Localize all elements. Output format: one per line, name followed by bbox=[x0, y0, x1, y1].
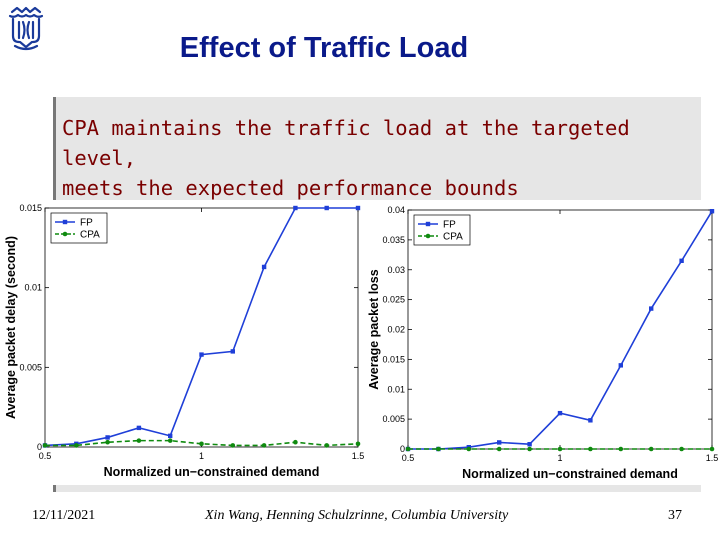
data-point-cpa bbox=[496, 446, 502, 452]
legend-label-fp: FP bbox=[80, 218, 93, 229]
y-tick-label: 0.03 bbox=[387, 265, 405, 275]
x-tick-label: 1 bbox=[199, 451, 204, 461]
slide-title: Effect of Traffic Load bbox=[179, 32, 469, 64]
delay-chart: 0 0.005 0.01 0.015 0.5 1 1.5 Normalized un−cons… bbox=[0, 200, 368, 485]
data-point-fp bbox=[709, 208, 715, 214]
legend-label-cpa: CPA bbox=[443, 232, 463, 243]
y-tick-label: 0.005 bbox=[19, 362, 42, 372]
data-point-fp bbox=[293, 205, 298, 211]
data-point-cpa bbox=[588, 446, 593, 452]
legend-marker-fp bbox=[62, 219, 68, 225]
data-point-fp bbox=[261, 264, 267, 270]
y-tick-label: 0.005 bbox=[382, 414, 405, 424]
slide-subtitle: CPA maintains the traffic load at the ta… bbox=[62, 113, 702, 203]
data-point-cpa bbox=[709, 446, 715, 452]
x-axis-label: Normalized un−constrained demand bbox=[104, 465, 320, 479]
data-point-cpa bbox=[42, 443, 48, 448]
y-tick-label: 0.02 bbox=[387, 325, 405, 335]
data-point-fp bbox=[527, 442, 532, 447]
data-point-fp bbox=[649, 306, 654, 311]
loss-chart: 0 0.005 0.01 0.015 0.02 0.025 0.03 0.035 0.04 0.5… bbox=[364, 200, 720, 485]
delay-chart-svg: 0 0.005 0.01 0.015 0.5 1 1.5 Normalized un−cons… bbox=[4, 203, 365, 479]
legend-label-cpa: CPA bbox=[80, 230, 100, 241]
y-tick-label: 0 bbox=[400, 444, 405, 454]
data-point-fp bbox=[230, 349, 235, 354]
data-point-cpa bbox=[679, 446, 684, 452]
x-tick-label: 0.5 bbox=[402, 453, 415, 463]
x-tick-label: 1.5 bbox=[706, 453, 719, 463]
legend-box bbox=[413, 214, 471, 246]
y-tick-label: 0.015 bbox=[382, 354, 405, 364]
data-point-cpa bbox=[105, 439, 110, 445]
y-tick-label: 0.025 bbox=[382, 295, 405, 305]
plot-area bbox=[407, 209, 713, 450]
data-point-fp bbox=[588, 418, 593, 423]
legend-marker-cpa bbox=[425, 233, 431, 239]
y-axis-label: Average packet delay (second) bbox=[4, 236, 18, 419]
data-point-cpa bbox=[355, 441, 361, 447]
data-point-cpa bbox=[324, 443, 330, 448]
data-point-fp bbox=[136, 425, 142, 431]
y-tick-label: 0.04 bbox=[387, 205, 405, 215]
subtitle-line-1: CPA maintains the traffic load at the ta… bbox=[62, 116, 630, 170]
x-tick-label: 1.5 bbox=[352, 451, 365, 461]
footer-date: 12/11/2021 bbox=[32, 508, 96, 523]
data-point-cpa bbox=[136, 438, 142, 443]
data-point-cpa bbox=[527, 446, 532, 452]
data-point-cpa bbox=[261, 443, 267, 448]
y-tick-label: 0.035 bbox=[382, 235, 405, 245]
data-point-fp bbox=[105, 435, 110, 440]
data-point-fp bbox=[618, 363, 623, 368]
data-point-cpa bbox=[466, 446, 472, 452]
data-point-cpa bbox=[167, 438, 173, 443]
data-point-fp bbox=[557, 410, 563, 416]
data-point-cpa bbox=[199, 441, 204, 447]
x-tick-label: 1 bbox=[557, 453, 562, 463]
legend-label-fp: FP bbox=[443, 220, 456, 231]
y-tick-label: 0.015 bbox=[19, 203, 42, 213]
y-axis-label: Average packet loss bbox=[367, 269, 381, 389]
x-tick-label: 0.5 bbox=[39, 451, 52, 461]
data-point-fp bbox=[679, 258, 684, 263]
data-point-cpa bbox=[293, 439, 298, 445]
data-point-fp bbox=[355, 205, 361, 211]
data-point-cpa bbox=[405, 446, 411, 452]
data-point-fp bbox=[199, 352, 204, 357]
data-point-cpa bbox=[230, 443, 236, 448]
data-point-fp bbox=[497, 440, 502, 445]
data-point-cpa bbox=[436, 446, 441, 452]
data-point-cpa bbox=[557, 446, 563, 452]
legend-marker-cpa bbox=[62, 231, 68, 237]
x-axis-label: Normalized un−constrained demand bbox=[462, 467, 678, 481]
footer-author: Xin Wang, Henning Schulzrinne, Columbia … bbox=[205, 508, 509, 523]
data-point-cpa bbox=[618, 446, 624, 452]
loss-chart-svg: 0 0.005 0.01 0.015 0.02 0.025 0.03 0.035 0.04 0.5… bbox=[367, 205, 719, 481]
plot-area bbox=[44, 207, 359, 448]
data-point-cpa bbox=[648, 446, 654, 452]
page-number: 37 bbox=[668, 508, 682, 523]
y-tick-label: 0 bbox=[37, 442, 42, 452]
y-tick-label: 0.01 bbox=[24, 283, 42, 293]
data-point-fp bbox=[168, 433, 173, 439]
subtitle-line-2: meets the expected performance bounds bbox=[62, 176, 519, 200]
legend-box bbox=[50, 212, 108, 244]
data-point-cpa bbox=[74, 443, 79, 448]
data-point-fp bbox=[324, 205, 329, 211]
columbia-crown-logo-icon bbox=[6, 6, 46, 52]
legend-marker-fp bbox=[425, 221, 431, 227]
y-tick-label: 0.01 bbox=[387, 384, 405, 394]
